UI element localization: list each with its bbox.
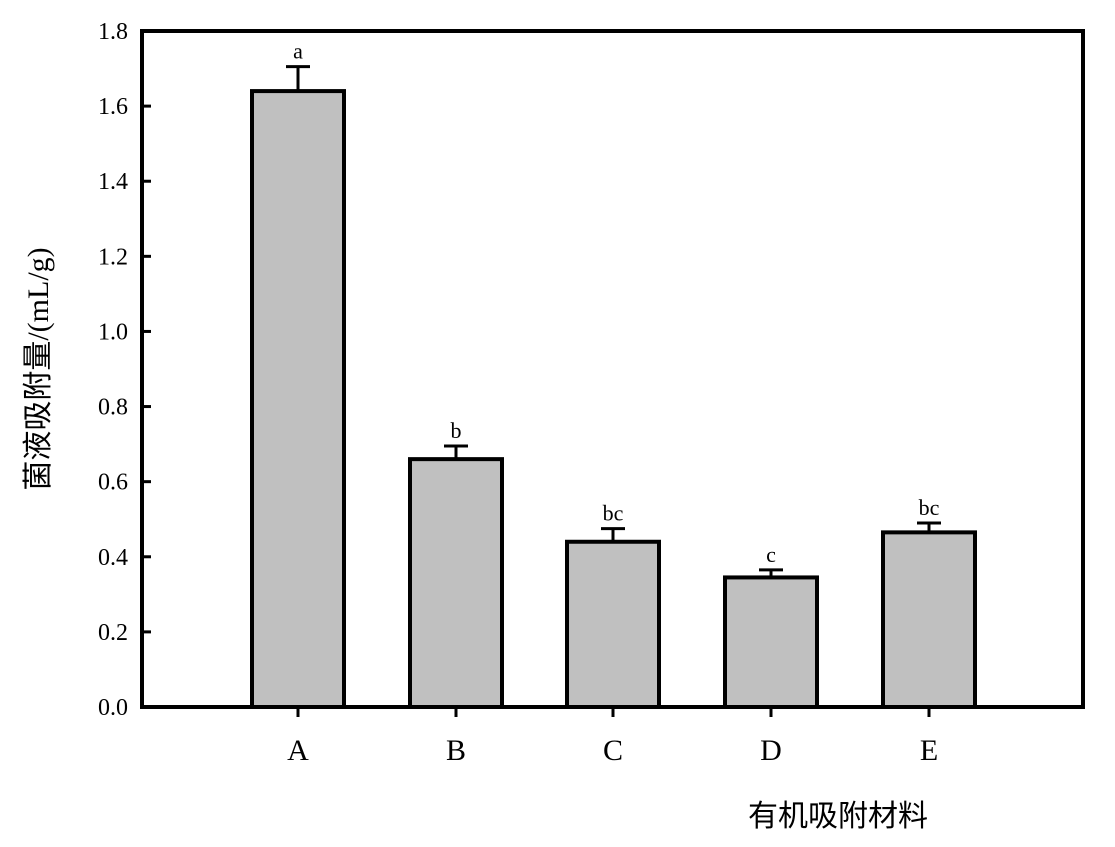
y-axis-title: 菌液吸附量/(mL/g) bbox=[22, 247, 55, 490]
significance-label: b bbox=[451, 418, 462, 443]
bar-C bbox=[565, 539, 661, 709]
x-tick-label: B bbox=[446, 734, 466, 767]
y-tick-label: 1.2 bbox=[98, 244, 128, 270]
bar-E bbox=[881, 530, 977, 709]
significance-labels-layer: a b bc c bc bbox=[293, 39, 940, 567]
bars-layer bbox=[250, 89, 977, 710]
y-axis-ticks: 0.0 0.2 0.4 0.6 0.8 1.0 1.2 1.4 1.6 1.8 bbox=[98, 19, 151, 721]
significance-label: a bbox=[293, 39, 303, 64]
y-tick-label: 1.8 bbox=[98, 19, 128, 45]
y-tick-label: 1.4 bbox=[98, 169, 128, 195]
significance-label: c bbox=[766, 542, 776, 567]
bar-B bbox=[408, 457, 504, 709]
x-axis-ticks: A B C D E bbox=[287, 707, 938, 767]
y-tick-label: 1.0 bbox=[98, 319, 128, 345]
significance-label: bc bbox=[919, 495, 940, 520]
x-tick-label: E bbox=[920, 734, 938, 767]
y-tick-label: 0.8 bbox=[98, 395, 128, 421]
y-tick-label: 0.0 bbox=[98, 695, 128, 721]
x-tick-label: D bbox=[760, 734, 782, 767]
y-tick-label: 0.4 bbox=[98, 545, 128, 571]
y-tick-label: 0.6 bbox=[98, 470, 128, 496]
error-bars-layer bbox=[286, 65, 941, 578]
x-tick-label: A bbox=[287, 734, 309, 767]
x-axis-title: 有机吸附材料 bbox=[748, 800, 928, 833]
y-tick-label: 1.6 bbox=[98, 94, 128, 120]
significance-label: bc bbox=[603, 501, 624, 526]
y-tick-label: 0.2 bbox=[98, 620, 128, 646]
plot-frame bbox=[140, 29, 1085, 709]
x-tick-label: C bbox=[603, 734, 623, 767]
bar-D bbox=[723, 575, 819, 710]
bar-A bbox=[250, 89, 346, 710]
